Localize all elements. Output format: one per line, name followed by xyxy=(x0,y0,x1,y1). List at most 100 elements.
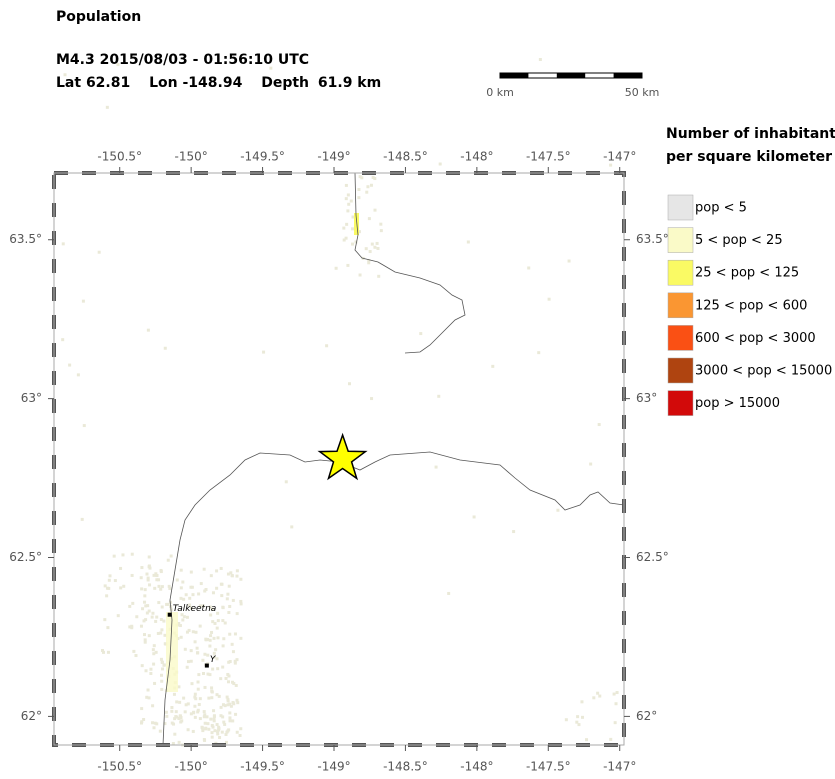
lon-tick-label: -147° xyxy=(603,760,636,774)
pop-dot xyxy=(160,605,164,609)
pop-dot xyxy=(224,676,228,680)
pop-dot xyxy=(210,607,214,611)
pop-dot xyxy=(346,263,350,267)
legend-label: pop < 5 xyxy=(695,201,747,216)
pop-dot xyxy=(227,660,231,664)
pop-dot xyxy=(231,650,235,654)
pop-dot xyxy=(106,626,110,630)
pop-dot xyxy=(211,667,215,671)
pop-dot xyxy=(160,687,164,691)
pop-dot xyxy=(209,634,213,638)
pop-dot xyxy=(547,297,551,301)
pop-dot xyxy=(177,717,181,721)
pop-dot xyxy=(472,515,476,519)
pop-dot xyxy=(210,689,214,693)
pop-dot xyxy=(160,585,164,589)
pop-dot xyxy=(597,423,601,427)
lon-tick-label: -149° xyxy=(317,760,350,774)
pop-dot xyxy=(119,586,123,590)
pop-dot xyxy=(215,569,219,573)
pop-dot xyxy=(284,480,288,484)
pop-dot xyxy=(189,606,193,610)
pop-dot xyxy=(223,722,227,726)
pop-dot xyxy=(134,654,138,658)
pop-dot xyxy=(194,697,198,701)
pop-dot xyxy=(163,642,167,646)
pop-dot xyxy=(180,613,184,617)
pop-dot xyxy=(181,580,185,584)
pop-dot xyxy=(128,625,132,629)
pop-dot xyxy=(437,394,441,398)
depth-label: Depth xyxy=(261,75,309,91)
pop-dot xyxy=(175,715,179,719)
pop-dot xyxy=(143,600,147,604)
pop-dot xyxy=(612,692,616,696)
pop-dot xyxy=(581,715,585,719)
pop-dot xyxy=(230,573,234,577)
pop-dot xyxy=(221,605,225,609)
pop-dot xyxy=(211,620,215,624)
pop-dot xyxy=(225,597,229,601)
pop-dot xyxy=(512,530,516,534)
pop-dot xyxy=(186,702,190,706)
event: M4.3 2015/08/03 - 01:56:10 UTC xyxy=(56,52,309,68)
scale-label: 0 km xyxy=(486,86,514,99)
city-label: Y xyxy=(210,655,217,665)
pop-dot xyxy=(212,636,216,640)
lon-tick-label: -149° xyxy=(317,150,350,164)
pop-dot xyxy=(210,686,214,690)
pop-dot xyxy=(193,704,197,708)
pop-dot xyxy=(185,630,189,634)
pop-dot xyxy=(210,696,214,700)
pop-dot xyxy=(97,250,101,254)
pop-dot xyxy=(189,712,193,716)
lon-tick-label: -148.5° xyxy=(383,150,428,164)
pop-dot xyxy=(186,728,190,732)
pop-dot xyxy=(233,659,237,663)
pop-dot xyxy=(146,578,150,582)
pop-dot xyxy=(213,729,217,733)
pop-dot xyxy=(141,607,145,611)
pop-dot xyxy=(197,592,201,596)
pop-dot xyxy=(230,642,234,646)
pop-dot xyxy=(178,700,182,704)
pop-dot xyxy=(556,508,560,512)
pop-dot xyxy=(204,726,208,730)
pop-dot xyxy=(130,573,134,577)
pop-dot xyxy=(373,208,377,212)
city-marker xyxy=(167,612,172,617)
pop-dot xyxy=(216,619,220,623)
lon-tick-label: -150° xyxy=(175,150,208,164)
pop-dot xyxy=(226,592,230,596)
pop-dot xyxy=(198,624,202,628)
pop-dot xyxy=(167,584,171,588)
pop-dot xyxy=(199,582,203,586)
lon-tick-label: -148° xyxy=(460,150,493,164)
pop-dot xyxy=(178,715,182,719)
pop-dot xyxy=(179,568,183,572)
pop-dot xyxy=(159,568,163,572)
pop-dot xyxy=(145,611,149,615)
pop-dot xyxy=(163,346,167,350)
pop-dot xyxy=(122,584,126,588)
legend-title: per square kilometer xyxy=(666,149,832,165)
pop-dot xyxy=(200,726,204,730)
pop-dot xyxy=(131,601,135,605)
pop-dot xyxy=(203,685,207,689)
pop-dot xyxy=(153,681,157,685)
pop-dot xyxy=(209,574,213,578)
coastlines xyxy=(162,172,625,746)
lon-tick-label: -147° xyxy=(603,150,636,164)
pop-dot xyxy=(169,554,173,558)
pop-dot xyxy=(147,555,151,559)
pop-dot xyxy=(185,665,189,669)
pop-dot xyxy=(212,655,216,659)
pop-dot xyxy=(203,652,207,656)
pop-dot xyxy=(233,632,237,636)
pop-dot xyxy=(203,589,207,593)
pop-dot xyxy=(143,638,147,642)
pop-dot xyxy=(211,725,215,729)
pop-dot xyxy=(153,586,157,590)
pop-dot xyxy=(151,704,155,708)
pop-dot xyxy=(615,691,619,695)
